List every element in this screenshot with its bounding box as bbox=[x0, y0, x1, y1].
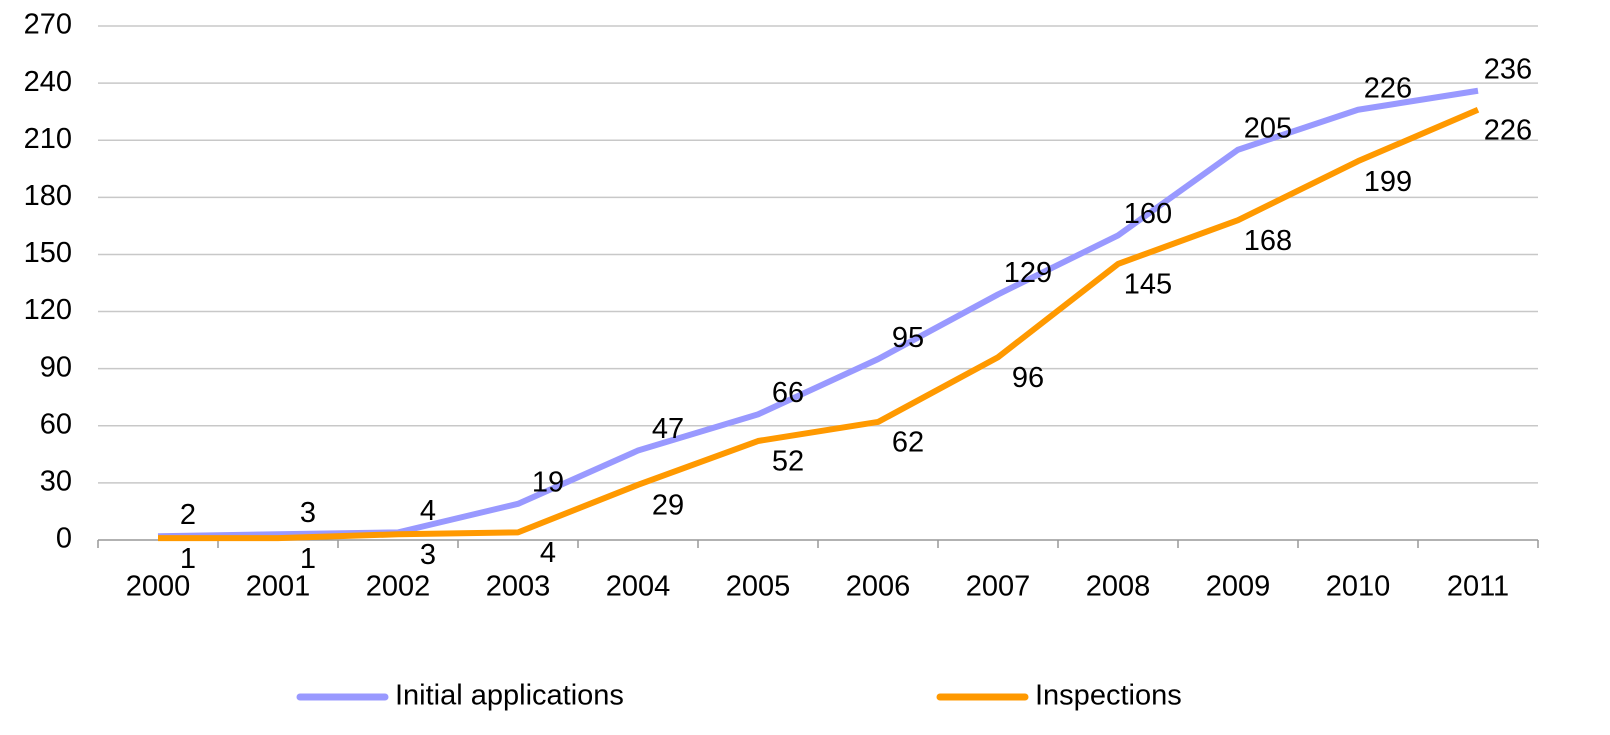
y-tick-label: 210 bbox=[24, 123, 72, 155]
y-tick-label: 60 bbox=[40, 408, 72, 440]
data-label: 62 bbox=[892, 427, 924, 459]
y-tick-label: 180 bbox=[24, 180, 72, 212]
x-tick-label: 2008 bbox=[1086, 571, 1151, 603]
data-label: 205 bbox=[1244, 112, 1292, 144]
legend-label: Inspections bbox=[1035, 680, 1182, 712]
data-label: 145 bbox=[1124, 269, 1172, 301]
data-label: 52 bbox=[772, 446, 804, 478]
series-line bbox=[158, 107, 1480, 542]
x-tick-label: 2004 bbox=[606, 571, 671, 603]
data-label: 1 bbox=[180, 543, 196, 575]
x-tick-label: 2009 bbox=[1206, 571, 1271, 603]
data-label: 199 bbox=[1364, 166, 1412, 198]
data-label: 3 bbox=[300, 497, 316, 529]
data-label: 2 bbox=[180, 499, 196, 531]
y-tick-label: 30 bbox=[40, 466, 72, 498]
data-label: 19 bbox=[532, 466, 564, 498]
x-tick-label: 2011 bbox=[1447, 571, 1509, 603]
y-tick-label: 270 bbox=[24, 9, 72, 41]
data-label: 129 bbox=[1004, 257, 1052, 289]
data-label: 4 bbox=[540, 537, 556, 569]
data-label: 95 bbox=[892, 322, 924, 354]
data-label: 47 bbox=[652, 413, 684, 445]
data-label: 96 bbox=[1012, 362, 1044, 394]
data-label: 66 bbox=[772, 377, 804, 409]
x-tick-label: 2005 bbox=[726, 571, 791, 603]
x-tick-label: 2007 bbox=[966, 571, 1031, 603]
x-tick-label: 2002 bbox=[366, 571, 431, 603]
legend-label: Initial applications bbox=[395, 680, 624, 712]
x-tick-label: 2003 bbox=[486, 571, 551, 603]
y-tick-label: 150 bbox=[24, 237, 72, 269]
y-tick-label: 0 bbox=[56, 523, 72, 555]
data-label: 226 bbox=[1484, 114, 1532, 146]
x-tick-label: 2010 bbox=[1326, 571, 1391, 603]
series-line bbox=[157, 87, 1479, 540]
y-tick-label: 240 bbox=[24, 66, 72, 98]
data-label: 160 bbox=[1124, 198, 1172, 230]
data-label: 4 bbox=[420, 495, 436, 527]
x-tick-label: 2006 bbox=[846, 571, 911, 603]
y-tick-label: 90 bbox=[40, 351, 72, 383]
data-label: 236 bbox=[1484, 53, 1532, 85]
data-label: 168 bbox=[1244, 225, 1292, 257]
data-label: 1 bbox=[300, 543, 316, 575]
x-tick-label: 2001 bbox=[246, 571, 311, 603]
data-label: 29 bbox=[652, 489, 684, 521]
data-label: 3 bbox=[420, 539, 436, 571]
x-tick-label: 2000 bbox=[126, 571, 191, 603]
y-tick-label: 120 bbox=[24, 294, 72, 326]
data-label: 226 bbox=[1364, 72, 1412, 104]
